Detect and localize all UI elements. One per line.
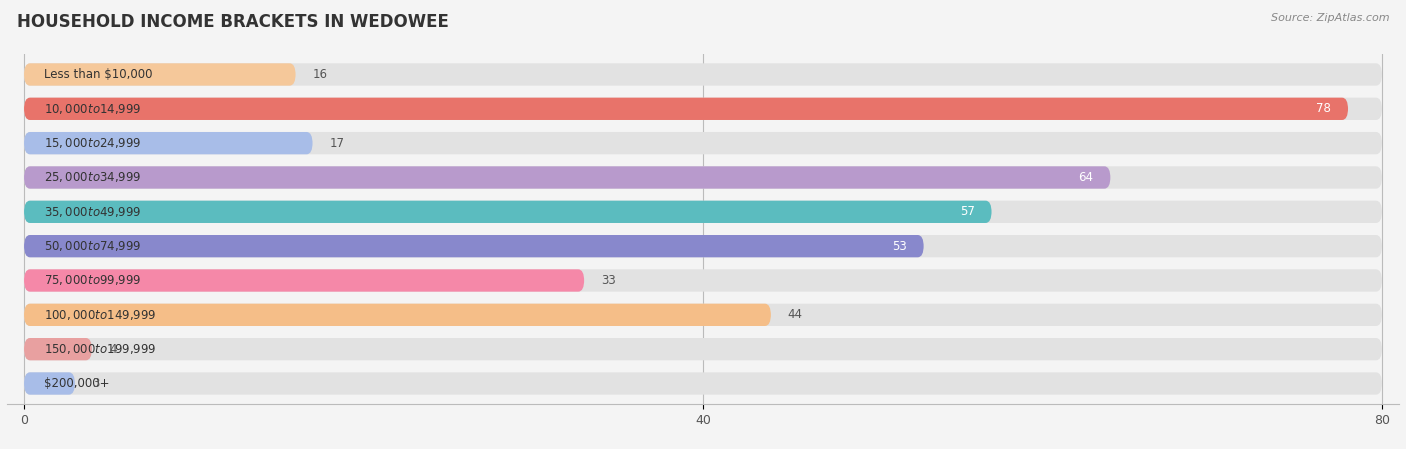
Text: 4: 4 (108, 343, 117, 356)
FancyBboxPatch shape (24, 372, 75, 395)
FancyBboxPatch shape (24, 97, 1382, 120)
Text: Source: ZipAtlas.com: Source: ZipAtlas.com (1271, 13, 1389, 23)
FancyBboxPatch shape (24, 304, 770, 326)
FancyBboxPatch shape (24, 201, 1382, 223)
Text: $25,000 to $34,999: $25,000 to $34,999 (45, 171, 142, 185)
Text: HOUSEHOLD INCOME BRACKETS IN WEDOWEE: HOUSEHOLD INCOME BRACKETS IN WEDOWEE (17, 13, 449, 31)
FancyBboxPatch shape (24, 132, 312, 154)
Text: $35,000 to $49,999: $35,000 to $49,999 (45, 205, 142, 219)
Text: $200,000+: $200,000+ (45, 377, 110, 390)
Text: 16: 16 (312, 68, 328, 81)
FancyBboxPatch shape (24, 201, 991, 223)
FancyBboxPatch shape (24, 166, 1111, 189)
Text: 33: 33 (602, 274, 616, 287)
FancyBboxPatch shape (24, 166, 1382, 189)
FancyBboxPatch shape (24, 304, 1382, 326)
FancyBboxPatch shape (24, 269, 1382, 292)
Text: $10,000 to $14,999: $10,000 to $14,999 (45, 102, 142, 116)
FancyBboxPatch shape (24, 372, 1382, 395)
FancyBboxPatch shape (24, 235, 924, 257)
Text: 44: 44 (787, 308, 803, 321)
Text: 64: 64 (1078, 171, 1094, 184)
FancyBboxPatch shape (24, 63, 1382, 86)
FancyBboxPatch shape (24, 63, 295, 86)
Text: 17: 17 (329, 136, 344, 150)
Text: 78: 78 (1316, 102, 1331, 115)
Text: $75,000 to $99,999: $75,000 to $99,999 (45, 273, 142, 287)
Text: Less than $10,000: Less than $10,000 (45, 68, 153, 81)
FancyBboxPatch shape (24, 235, 1382, 257)
FancyBboxPatch shape (24, 269, 583, 292)
FancyBboxPatch shape (24, 97, 1348, 120)
FancyBboxPatch shape (24, 338, 1382, 360)
FancyBboxPatch shape (24, 132, 1382, 154)
Text: 53: 53 (891, 240, 907, 253)
Text: 57: 57 (960, 205, 974, 218)
Text: $100,000 to $149,999: $100,000 to $149,999 (45, 308, 157, 322)
Text: $50,000 to $74,999: $50,000 to $74,999 (45, 239, 142, 253)
Text: 3: 3 (91, 377, 100, 390)
Text: $15,000 to $24,999: $15,000 to $24,999 (45, 136, 142, 150)
FancyBboxPatch shape (24, 338, 91, 360)
Text: $150,000 to $199,999: $150,000 to $199,999 (45, 342, 157, 356)
